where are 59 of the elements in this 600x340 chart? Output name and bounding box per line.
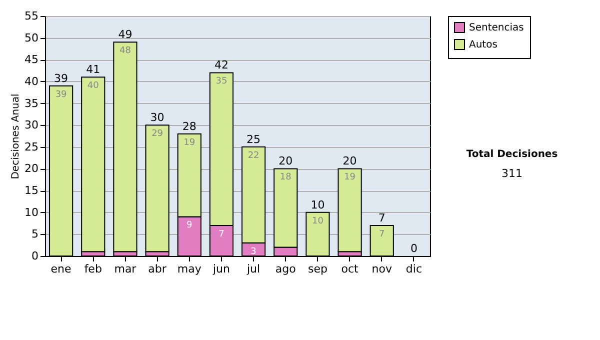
data-label: 48 [119,46,132,56]
x-tick-label: nov [372,262,392,276]
x-tick-label: oct [341,262,360,276]
x-tick-label: mar [114,262,137,276]
data-label: 9 [186,220,193,231]
text: Total Decisiones [466,149,558,160]
x-tick-label: feb [84,262,102,276]
total-label: 28 [182,120,196,133]
legend-label: Sentencias [469,22,524,34]
y-tick-label: 20 [24,162,38,176]
data-label: 3 [250,246,256,257]
total-label: 0 [410,242,418,255]
bar [338,168,362,252]
total-label: 39 [54,72,68,85]
y-tick-label: 10 [24,206,38,219]
total-label: 20 [342,154,357,168]
y-tick-label: 40 [24,74,38,88]
y-tick-label: 35 [24,96,38,110]
total-label: 49 [118,28,132,42]
total-label: 7 [378,211,386,224]
data-label: 19 [344,172,356,183]
x-tick-label: jun [212,262,230,276]
data-label: 22 [248,150,260,161]
total-label: 10 [310,198,325,212]
total-label: 25 [246,132,261,146]
y-tick-label: 15 [24,184,38,198]
x-tick-label: ene [50,262,72,276]
y-axis-title: Decisiones Anual [10,94,22,180]
y-tick-label: 0 [32,250,38,262]
x-tick-label: jul [246,262,260,276]
bar [113,42,138,252]
x-tick-label: abr [148,262,167,276]
y-tick-label: 45 [24,53,38,66]
legend-label: Autos [469,40,498,50]
x-tick-label: may [177,262,202,276]
bar [81,76,106,252]
text: 311 [502,167,522,180]
total-label: 42 [214,58,228,72]
total-label: 41 [86,63,100,76]
data-label: 19 [184,138,196,148]
bar [145,124,170,252]
y-tick-label: 50 [24,31,38,44]
y-tick-label: 55 [24,10,38,22]
y-tick-label: 25 [24,140,38,154]
total-label: 20 [278,154,293,168]
total-label: 30 [150,111,164,124]
data-label: 18 [280,172,292,183]
data-label: 40 [87,81,100,92]
x-tick-label: dic [406,262,422,276]
y-tick-label: 30 [24,118,38,132]
x-tick-label: ago [275,262,296,276]
data-label: 7 [379,229,385,240]
data-label: 7 [218,229,224,240]
data-label: 39 [55,90,68,100]
y-tick-label: 5 [32,228,38,241]
x-tick-label: sep [308,262,328,276]
data-label: 35 [216,76,228,87]
data-label: 29 [152,129,164,140]
data-label: 10 [312,216,324,226]
